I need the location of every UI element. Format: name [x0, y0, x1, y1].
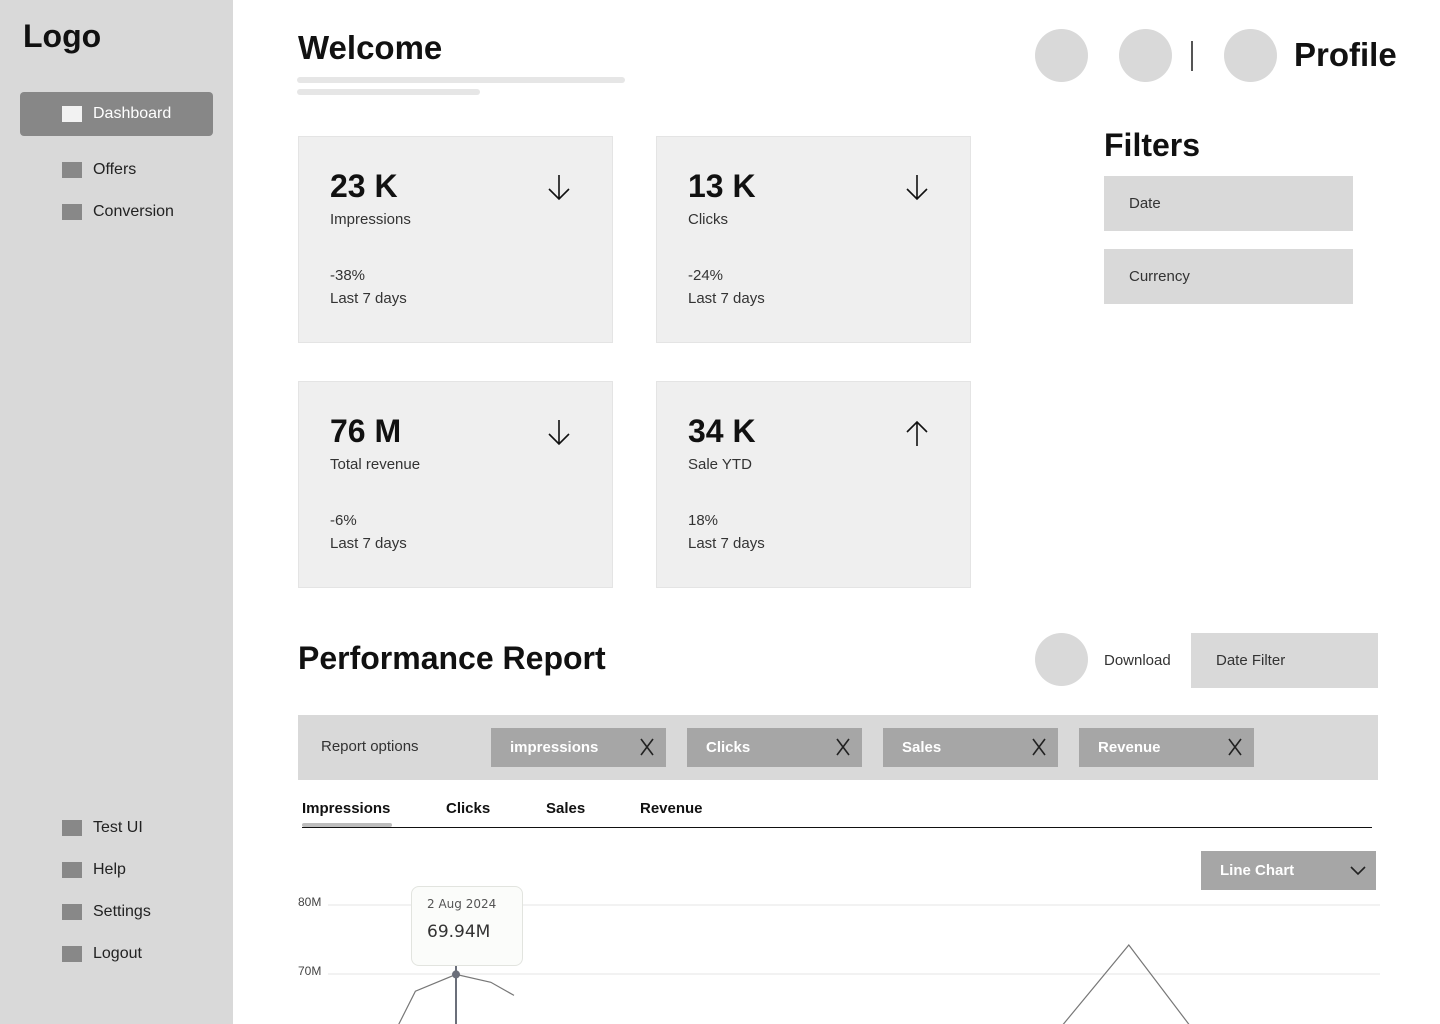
sidebar-item-offers[interactable]: Offers: [20, 148, 213, 192]
sidebar-item-label: Help: [93, 861, 126, 878]
arrow-down-icon: [548, 420, 570, 446]
report-options-label: Report options: [321, 738, 419, 755]
date-filter-select[interactable]: Date: [1104, 176, 1353, 231]
kpi-value: 34 K: [688, 413, 756, 449]
test-ui-icon: [62, 820, 82, 836]
logout-icon: [62, 946, 82, 962]
subtitle-placeholder-line: [297, 89, 480, 95]
arrow-down-icon: [548, 175, 570, 201]
sidebar-item-label: Settings: [93, 903, 151, 920]
kpi-card-impressions: 23 K Impressions -38% Last 7 days: [298, 136, 613, 343]
kpi-label: Clicks: [688, 211, 728, 228]
tab-sales[interactable]: Sales: [546, 800, 586, 817]
series-line: [398, 973, 515, 1024]
sidebar-item-dashboard[interactable]: Dashboard: [20, 92, 213, 136]
tab-revenue[interactable]: Revenue: [640, 800, 703, 817]
series-line: [1062, 944, 1190, 1024]
kpi-change: 18%: [688, 512, 719, 529]
kpi-change: -24%: [688, 267, 724, 284]
kpi-change: -38%: [330, 267, 366, 284]
download-button[interactable]: Download: [1104, 652, 1171, 669]
sidebar-item-test-ui[interactable]: Test UI: [20, 806, 213, 850]
sidebar: Logo Dashboard Offers Conversion Test UI…: [0, 0, 233, 1024]
chip-revenue[interactable]: Revenue: [1079, 728, 1254, 767]
kpi-value: 13 K: [688, 168, 756, 204]
offers-icon: [62, 162, 82, 178]
chip-label: impressions: [510, 739, 599, 756]
notification-icon[interactable]: [1035, 29, 1088, 82]
kpi-card-sale-ytd: 34 K Sale YTD 18% Last 7 days: [656, 381, 971, 588]
kpi-value: 23 K: [330, 168, 398, 204]
chevron-down-icon: [1350, 866, 1366, 876]
dashboard-icon: [62, 106, 82, 122]
sidebar-item-label: Dashboard: [93, 105, 172, 122]
y-tick-label: 70M: [298, 964, 322, 978]
kpi-label: Sale YTD: [688, 456, 752, 473]
arrow-down-icon: [906, 175, 928, 201]
subtitle-placeholder-line: [297, 77, 625, 83]
report-date-filter[interactable]: Date Filter: [1191, 633, 1378, 688]
sidebar-item-label: Logout: [93, 945, 142, 962]
sidebar-item-label: Test UI: [93, 819, 143, 836]
chip-label: Revenue: [1098, 739, 1161, 756]
close-icon[interactable]: [833, 737, 853, 757]
kpi-label: Impressions: [330, 211, 411, 228]
chip-label: Clicks: [706, 739, 751, 756]
sidebar-item-help[interactable]: Help: [20, 848, 213, 892]
filters-title: Filters: [1104, 127, 1201, 163]
logo: Logo: [23, 18, 102, 54]
sidebar-item-label: Offers: [93, 161, 137, 178]
highlight-point: [452, 970, 460, 979]
kpi-label: Total revenue: [330, 456, 421, 473]
help-icon: [62, 862, 82, 878]
profile-link[interactable]: Profile: [1294, 36, 1397, 73]
kpi-period: Last 7 days: [330, 290, 407, 307]
page-title: Welcome: [298, 29, 443, 66]
active-tab-indicator: [302, 823, 392, 827]
tooltip-date: 2 Aug 2024: [427, 897, 497, 911]
close-icon[interactable]: [1029, 737, 1049, 757]
sidebar-item-settings[interactable]: Settings: [20, 890, 213, 934]
chip-sales[interactable]: Sales: [883, 728, 1058, 767]
section-title: Performance Report: [298, 640, 606, 676]
kpi-card-total-revenue: 76 M Total revenue -6% Last 7 days: [298, 381, 613, 588]
kpi-period: Last 7 days: [330, 535, 407, 552]
kpi-period: Last 7 days: [688, 535, 765, 552]
kpi-period: Last 7 days: [688, 290, 765, 307]
close-icon[interactable]: [1225, 737, 1245, 757]
tooltip-value: 69.94M: [427, 922, 491, 942]
download-icon[interactable]: [1035, 633, 1088, 686]
sidebar-item-label: Conversion: [93, 203, 174, 220]
chart-type-dropdown[interactable]: Line Chart: [1201, 851, 1376, 890]
arrow-up-icon: [906, 420, 928, 446]
avatar[interactable]: [1224, 29, 1277, 82]
sidebar-item-conversion[interactable]: Conversion: [20, 190, 213, 234]
settings-icon: [62, 904, 82, 920]
chip-impressions[interactable]: impressions: [491, 728, 666, 767]
kpi-change: -6%: [330, 512, 357, 529]
chip-clicks[interactable]: Clicks: [687, 728, 862, 767]
kpi-value: 76 M: [330, 413, 402, 449]
tabs-divider: [302, 827, 1372, 828]
y-tick-label: 80M: [298, 895, 322, 909]
currency-filter-select[interactable]: Currency: [1104, 249, 1353, 304]
chart-tooltip: 2 Aug 2024 69.94M: [411, 886, 523, 966]
tab-clicks[interactable]: Clicks: [446, 800, 491, 817]
tab-impressions[interactable]: Impressions: [302, 800, 391, 817]
header-divider: [1191, 41, 1193, 71]
chip-label: Sales: [902, 739, 942, 756]
conversion-icon: [62, 204, 82, 220]
close-icon[interactable]: [637, 737, 657, 757]
messages-icon[interactable]: [1119, 29, 1172, 82]
kpi-card-clicks: 13 K Clicks -24% Last 7 days: [656, 136, 971, 343]
sidebar-item-logout[interactable]: Logout: [20, 932, 213, 976]
chart-type-label: Line Chart: [1220, 862, 1295, 879]
report-options-bar: Report options impressions Clicks Sales …: [298, 715, 1378, 780]
